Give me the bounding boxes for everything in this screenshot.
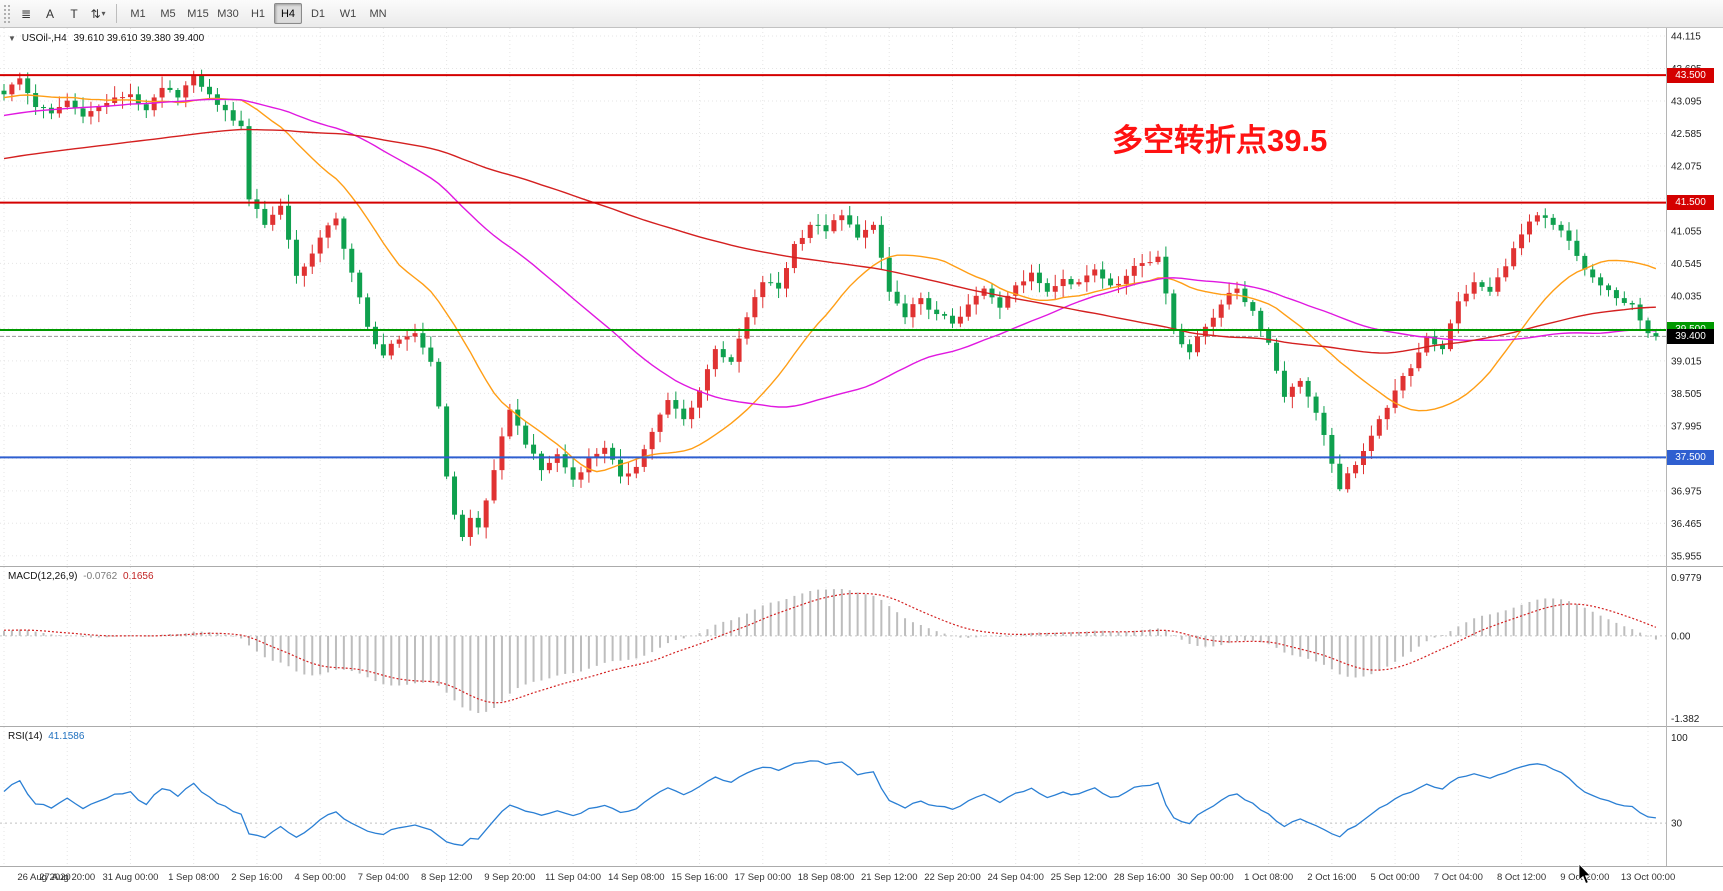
time-axis-label: 26 Aug 2020 — [17, 872, 71, 883]
time-axis-label: 22 Sep 20:00 — [924, 872, 981, 883]
timeframe-button-M5[interactable]: M5 — [160, 7, 176, 20]
ohlc-values: 39.610 39.610 39.380 39.400 — [73, 33, 205, 44]
time-axis[interactable]: 26 Aug 2020 27 Aug 20:00 31 Aug 00:00 1 Sep… — [0, 866, 1723, 891]
macd-axis-labels: 0.9779 0.00 -1.382 — [1671, 573, 1702, 725]
time-axis-label: 9 Sep 20:00 — [484, 872, 536, 883]
dropdown-caret-icon: ▾ — [101, 9, 106, 18]
price-axis-labels: 44.11543.60543.09542.58542.07541.56541.0… — [1671, 32, 1702, 563]
rsi-value: 41.1586 — [48, 731, 85, 742]
macd-panel-canvas[interactable]: 0.9779 0.00 -1.382 — [0, 566, 1723, 726]
rsi-panel-canvas[interactable]: 100 30 — [0, 726, 1723, 866]
time-axis-label: 2 Sep 16:00 — [231, 872, 283, 883]
timeframe-button-H1[interactable]: H1 — [250, 7, 266, 20]
svg-text:100: 100 — [1671, 733, 1688, 744]
svg-text:40.035: 40.035 — [1671, 291, 1702, 302]
time-axis-label: 14 Sep 08:00 — [608, 872, 665, 883]
time-axis-label: 11 Sep 04:00 — [545, 872, 601, 883]
toolbar-grip[interactable] — [4, 4, 10, 23]
time-axis-label: 17 Sep 00:00 — [734, 872, 792, 883]
annotation-text: 多空转折点39.5 — [1112, 123, 1328, 158]
candlestick-series — [1, 69, 1659, 546]
time-axis-label: 27 Aug 20:00 — [39, 872, 96, 883]
svg-text:36.975: 36.975 — [1671, 486, 1702, 497]
timeframe-button-M30[interactable]: M30 — [217, 7, 239, 20]
svg-text:38.505: 38.505 — [1671, 389, 1702, 400]
svg-text:39.015: 39.015 — [1671, 356, 1702, 367]
svg-text:-1.382: -1.382 — [1671, 714, 1700, 725]
text-tool-button[interactable]: T — [70, 6, 78, 21]
time-axis-label: 28 Sep 16:00 — [1113, 872, 1171, 883]
main-chart-canvas[interactable]: 44.11543.60543.09542.58542.07541.56541.0… — [0, 28, 1723, 566]
price-badge-43.500: 43.500 — [1667, 67, 1714, 83]
annotate-letter-button[interactable]: A — [45, 6, 54, 21]
macd-name: MACD(12,26,9) — [8, 571, 78, 582]
svg-text:0.00: 0.00 — [1671, 631, 1691, 642]
time-axis-label: 15 Sep 16:00 — [671, 872, 728, 883]
rsi-axis-labels: 100 30 — [1671, 733, 1688, 830]
toolbar-separator — [116, 4, 117, 23]
mouse-cursor-icon — [1578, 864, 1592, 885]
timeframe-button-M15[interactable]: M15 — [187, 7, 209, 20]
time-axis-label: 21 Sep 12:00 — [860, 872, 918, 883]
time-axis-label: 8 Sep 12:00 — [420, 872, 473, 883]
charts-list-button[interactable]: ≣ — [20, 6, 32, 21]
symbol-ohlc-label: ▼ USOil-,H4 39.610 39.610 39.380 39.400 — [8, 33, 204, 44]
price-axis-separator — [1666, 28, 1667, 866]
rsi-indicator-label: RSI(14) 41.1586 — [8, 731, 84, 742]
rsi-name: RSI(14) — [8, 731, 43, 742]
timeframe-button-M1[interactable]: M1 — [130, 7, 146, 20]
timeframe-button-D1[interactable]: D1 — [310, 7, 326, 20]
timeframe-button-W1[interactable]: W1 — [339, 7, 357, 20]
toolbar-tools-group: ≣ A T ⇅ ▾ — [14, 3, 110, 25]
time-axis-label: 5 Oct 00:00 — [1370, 872, 1420, 883]
time-axis-label: 2 Oct 16:00 — [1307, 872, 1357, 883]
macd-signal-line — [4, 592, 1657, 704]
time-axis-label: 8 Oct 12:00 — [1497, 872, 1547, 883]
svg-text:42.585: 42.585 — [1671, 129, 1702, 140]
svg-text:44.115: 44.115 — [1671, 32, 1701, 43]
time-axis-label: 7 Oct 04:00 — [1433, 872, 1483, 883]
time-axis-label: 1 Oct 08:00 — [1244, 872, 1294, 883]
svg-text:35.955: 35.955 — [1671, 551, 1702, 562]
time-axis-label: 4 Sep 00:00 — [294, 872, 346, 883]
scale-mode-button[interactable]: ⇅ ▾ — [90, 6, 106, 21]
time-axis-label: 13 Oct 00:00 — [1620, 872, 1676, 883]
time-axis-label: 24 Sep 04:00 — [987, 872, 1044, 883]
time-axis-label: 30 Sep 00:00 — [1177, 872, 1234, 883]
time-axis-label: 18 Sep 08:00 — [797, 872, 855, 883]
toolbar: ≣ A T ⇅ ▾ M1 M5 M15 M30 H1 H4 D1 W1 MN — [0, 0, 1723, 28]
time-axis-label: 31 Aug 00:00 — [102, 872, 159, 883]
main-gridlines — [0, 28, 1666, 566]
ma-20-line — [3, 94, 1657, 473]
svg-text:43.095: 43.095 — [1671, 96, 1702, 107]
time-axis-label: 7 Sep 04:00 — [357, 872, 410, 883]
svg-text:0.9779: 0.9779 — [1671, 573, 1702, 584]
macd-indicator-label: MACD(12,26,9) -0.0762 0.1656 — [8, 571, 154, 582]
price-badge-37.500: 37.500 — [1667, 449, 1714, 465]
ma-120-line — [3, 128, 1656, 354]
svg-text:37.995: 37.995 — [1671, 421, 1702, 432]
price-badge-41.500: 41.500 — [1667, 195, 1714, 211]
price-badge-39.400: 39.400 — [1667, 328, 1714, 344]
svg-text:42.075: 42.075 — [1671, 161, 1702, 172]
svg-text:41.055: 41.055 — [1671, 226, 1702, 237]
collapse-chart-icon[interactable]: ▼ — [8, 34, 16, 43]
macd-signal-value: 0.1656 — [122, 571, 154, 582]
svg-text:40.545: 40.545 — [1671, 259, 1702, 270]
timeframe-button-MN[interactable]: MN — [369, 7, 387, 20]
time-axis-label: 25 Sep 12:00 — [1050, 872, 1108, 883]
macd-histogram — [3, 589, 1657, 713]
rsi-line — [3, 760, 1656, 847]
timeframe-buttons-group: M1 M5 M15 M30 H1 H4 D1 W1 MN — [123, 3, 393, 24]
symbol-name: USOil-,H4 — [21, 33, 67, 44]
time-axis-label: 1 Sep 08:00 — [168, 872, 220, 883]
macd-main-value: -0.0762 — [83, 571, 118, 582]
timeframe-button-H4[interactable]: H4 — [274, 3, 302, 24]
svg-text:30: 30 — [1671, 819, 1683, 830]
svg-text:36.465: 36.465 — [1671, 519, 1702, 530]
